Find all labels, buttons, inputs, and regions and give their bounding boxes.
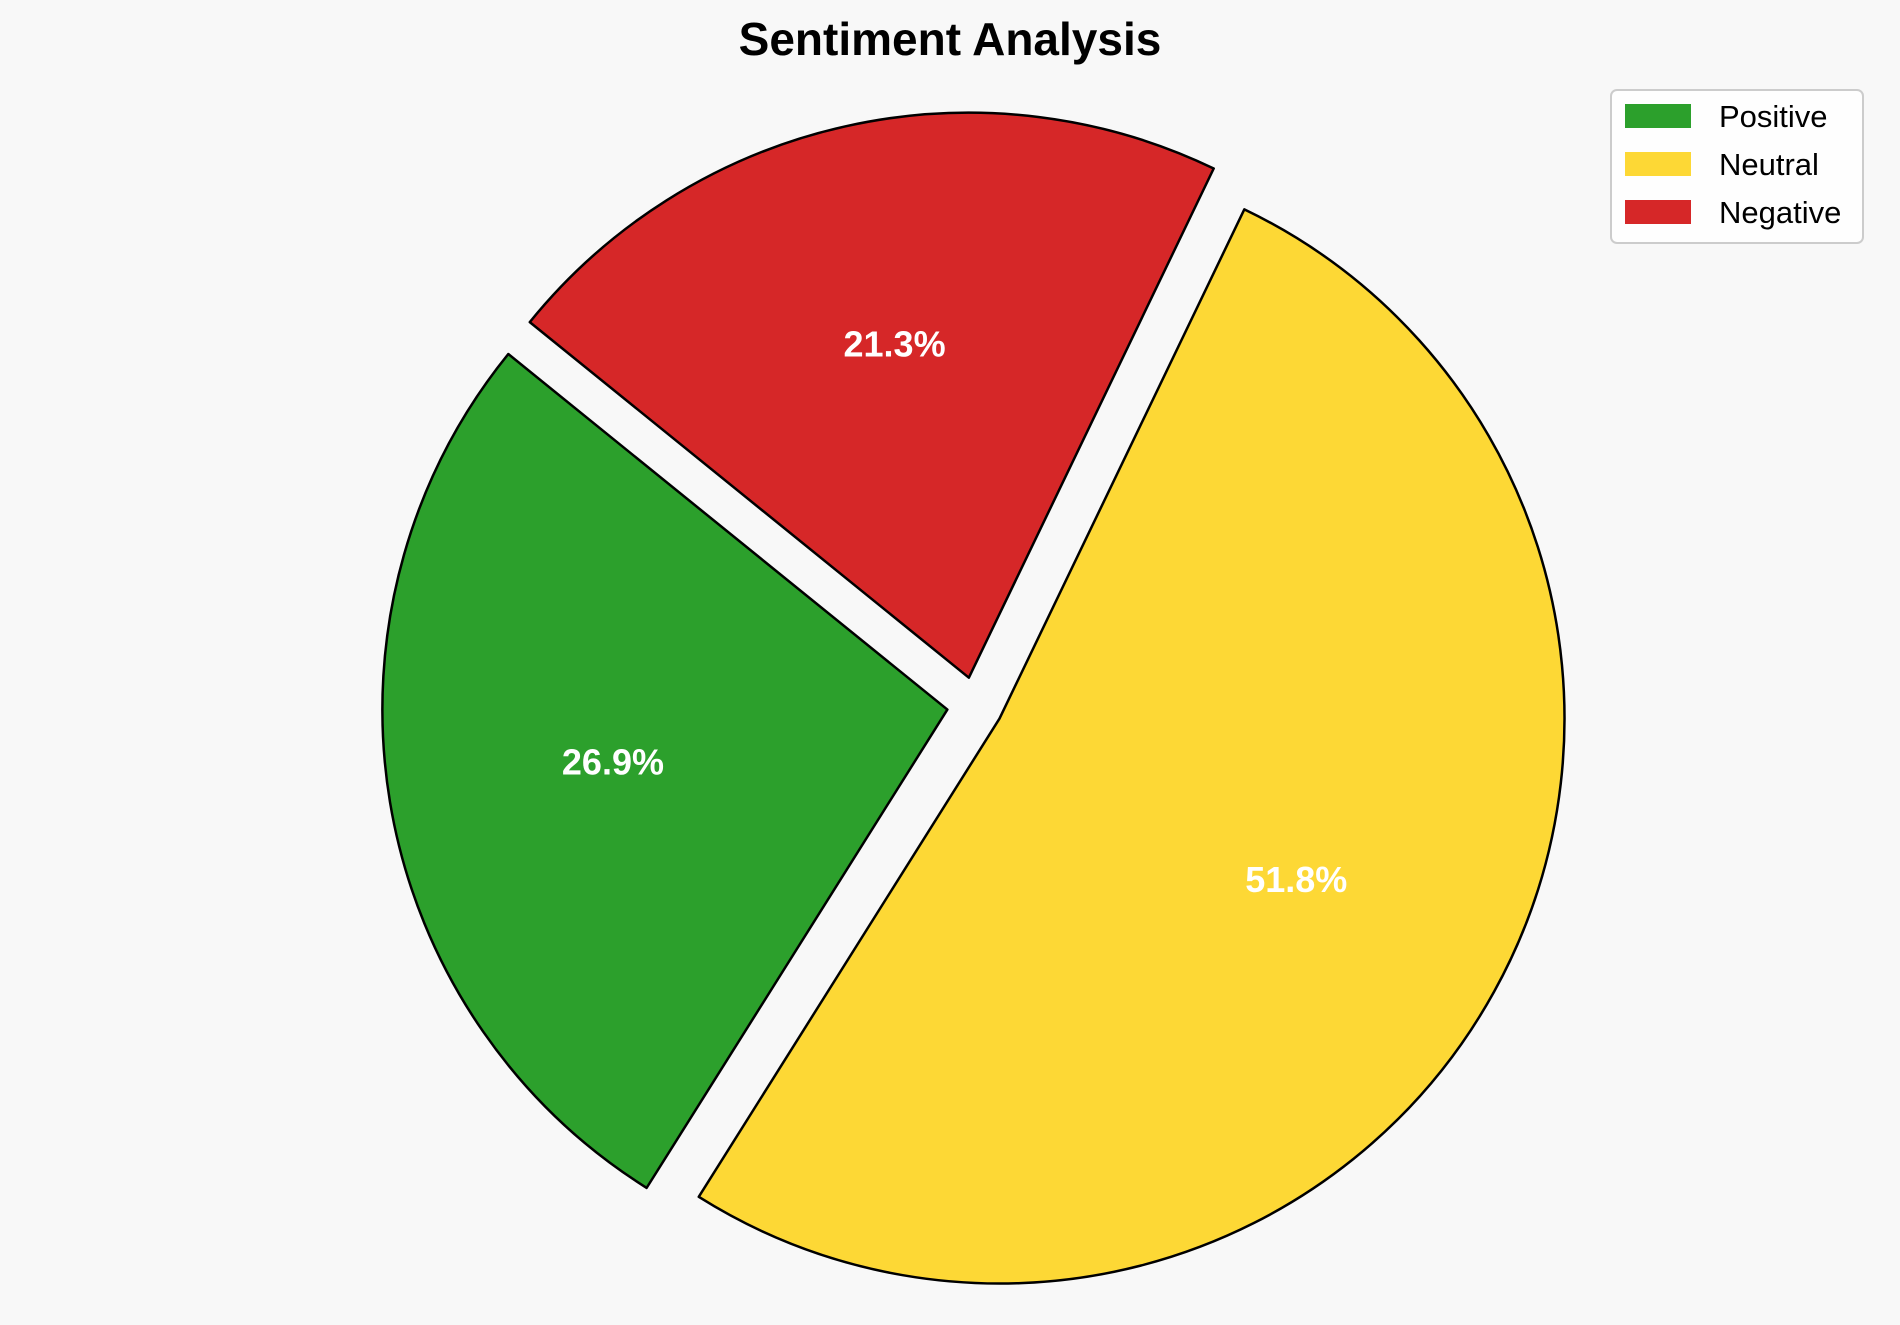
legend-swatch-positive	[1625, 104, 1691, 128]
pie-slice-positive	[381, 352, 949, 1190]
pie-slice-labels: 26.9% 51.8% 21.3%	[562, 323, 1347, 900]
legend-label-negative: Negative	[1719, 195, 1841, 230]
legend: Positive Neutral Negative	[1610, 89, 1864, 244]
pie-slice-negative	[528, 111, 1215, 679]
slice-label-positive: 26.9%	[562, 742, 664, 783]
legend-label-positive: Positive	[1719, 99, 1828, 134]
legend-swatch-neutral	[1625, 152, 1691, 176]
slice-label-negative: 21.3%	[844, 323, 946, 364]
legend-label-neutral: Neutral	[1719, 147, 1819, 182]
pie-slice-neutral	[697, 208, 1566, 1285]
pie-slices	[381, 111, 1566, 1285]
slice-label-neutral: 51.8%	[1245, 859, 1347, 900]
chart-title: Sentiment Analysis	[739, 13, 1162, 65]
legend-swatch-negative	[1625, 200, 1691, 224]
